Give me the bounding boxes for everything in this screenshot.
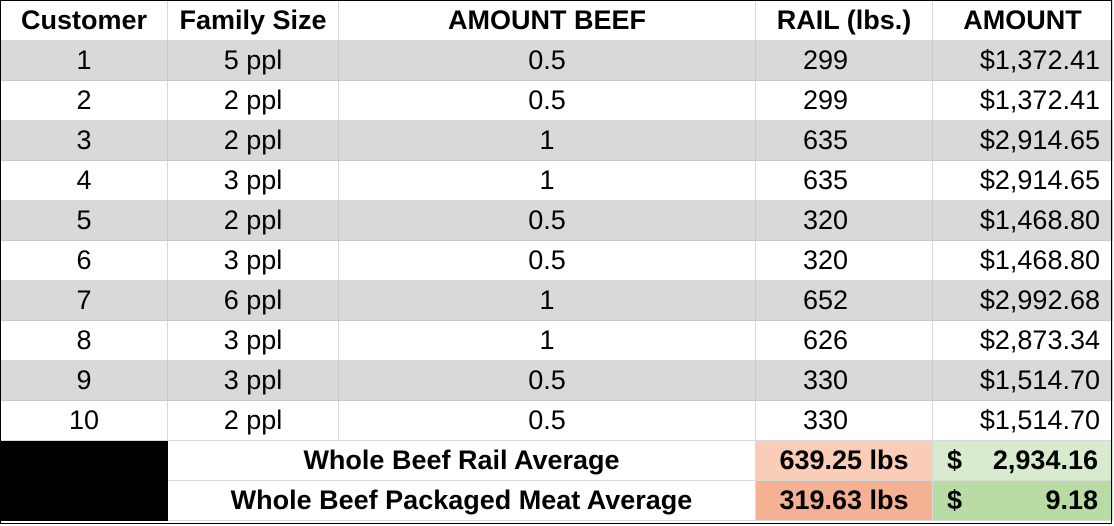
cell-customer[interactable]: 4 xyxy=(0,160,168,201)
summary-rail-weight[interactable]: 639.25 lbs xyxy=(755,440,933,481)
header-amount-beef[interactable]: AMOUNT BEEF xyxy=(338,0,756,41)
black-filler-cell[interactable] xyxy=(0,480,168,521)
cell-amount[interactable]: $2,873.34 xyxy=(932,320,1113,361)
table-row: 3 2 ppl 1 635 $2,914.65 xyxy=(0,120,1113,161)
cell-customer[interactable]: 8 xyxy=(0,320,168,361)
summary-row-packaged-average: Whole Beef Packaged Meat Average 319.63 … xyxy=(0,480,1113,521)
cell-amount[interactable]: $1,468.80 xyxy=(932,240,1113,281)
cell-family-size[interactable]: 6 ppl xyxy=(167,280,339,321)
cell-family-size[interactable]: 5 ppl xyxy=(167,40,339,81)
header-row: Customer Family Size AMOUNT BEEF RAIL (l… xyxy=(0,0,1113,41)
currency-symbol: $ xyxy=(947,445,963,475)
summary-packaged-amount[interactable]: $ 9.18 xyxy=(932,480,1113,521)
cell-amount-beef[interactable]: 1 xyxy=(338,120,756,161)
cell-customer[interactable]: 6 xyxy=(0,240,168,281)
header-customer[interactable]: Customer xyxy=(0,0,168,41)
cell-amount-beef[interactable]: 0.5 xyxy=(338,40,756,81)
cell-amount-beef[interactable]: 1 xyxy=(338,320,756,361)
table-row: 1 5 ppl 0.5 299 $1,372.41 xyxy=(0,40,1113,81)
cell-rail[interactable]: 320 xyxy=(755,200,933,241)
cell-rail[interactable]: 635 xyxy=(755,160,933,201)
cell-amount[interactable]: $2,914.65 xyxy=(932,160,1113,201)
cell-customer[interactable]: 10 xyxy=(0,400,168,441)
summary-rail-amount-value: 2,934.16 xyxy=(992,445,1098,475)
cell-amount[interactable]: $1,514.70 xyxy=(932,360,1113,401)
cell-customer[interactable]: 3 xyxy=(0,120,168,161)
cell-amount[interactable]: $1,468.80 xyxy=(932,200,1113,241)
cell-family-size[interactable]: 2 ppl xyxy=(167,200,339,241)
cell-rail[interactable]: 330 xyxy=(755,360,933,401)
cell-family-size[interactable]: 3 ppl xyxy=(167,240,339,281)
table-row: 2 2 ppl 0.5 299 $1,372.41 xyxy=(0,80,1113,121)
cell-amount[interactable]: $2,992.68 xyxy=(932,280,1113,321)
cell-rail[interactable]: 299 xyxy=(755,40,933,81)
summary-packaged-amount-value: 9.18 xyxy=(1045,485,1098,515)
cell-family-size[interactable]: 3 ppl xyxy=(167,320,339,361)
cell-rail[interactable]: 652 xyxy=(755,280,933,321)
summary-label-packaged-average[interactable]: Whole Beef Packaged Meat Average xyxy=(167,480,756,521)
summary-label-rail-average[interactable]: Whole Beef Rail Average xyxy=(167,440,756,481)
cell-family-size[interactable]: 2 ppl xyxy=(167,400,339,441)
cell-customer[interactable]: 9 xyxy=(0,360,168,401)
cell-amount-beef[interactable]: 0.5 xyxy=(338,200,756,241)
cell-customer[interactable]: 1 xyxy=(0,40,168,81)
cell-family-size[interactable]: 3 ppl xyxy=(167,160,339,201)
cell-family-size[interactable]: 2 ppl xyxy=(167,80,339,121)
cell-rail[interactable]: 626 xyxy=(755,320,933,361)
cell-family-size[interactable]: 2 ppl xyxy=(167,120,339,161)
cell-family-size[interactable]: 3 ppl xyxy=(167,360,339,401)
header-rail[interactable]: RAIL (lbs.) xyxy=(755,0,933,41)
table-row: 4 3 ppl 1 635 $2,914.65 xyxy=(0,160,1113,201)
cell-amount[interactable]: $2,914.65 xyxy=(932,120,1113,161)
cell-amount-beef[interactable]: 0.5 xyxy=(338,360,756,401)
cell-amount-beef[interactable]: 1 xyxy=(338,160,756,201)
cell-customer[interactable]: 5 xyxy=(0,200,168,241)
table-row: 5 2 ppl 0.5 320 $1,468.80 xyxy=(0,200,1113,241)
cell-rail[interactable]: 299 xyxy=(755,80,933,121)
black-filler-cell[interactable] xyxy=(0,440,168,481)
summary-rail-amount[interactable]: $ 2,934.16 xyxy=(932,440,1113,481)
header-amount[interactable]: AMOUNT xyxy=(932,0,1113,41)
table-row: 10 2 ppl 0.5 330 $1,514.70 xyxy=(0,400,1113,441)
cell-amount-beef[interactable]: 1 xyxy=(338,280,756,321)
cell-amount[interactable]: $1,372.41 xyxy=(932,40,1113,81)
cell-rail[interactable]: 330 xyxy=(755,400,933,441)
cell-customer[interactable]: 7 xyxy=(0,280,168,321)
cell-amount-beef[interactable]: 0.5 xyxy=(338,80,756,121)
table-row: 7 6 ppl 1 652 $2,992.68 xyxy=(0,280,1113,321)
cell-amount-beef[interactable]: 0.5 xyxy=(338,400,756,441)
cell-customer[interactable]: 2 xyxy=(0,80,168,121)
cell-rail[interactable]: 635 xyxy=(755,120,933,161)
cell-amount-beef[interactable]: 0.5 xyxy=(338,240,756,281)
cell-amount[interactable]: $1,372.41 xyxy=(932,80,1113,121)
summary-row-rail-average: Whole Beef Rail Average 639.25 lbs $ 2,9… xyxy=(0,440,1113,481)
header-family-size[interactable]: Family Size xyxy=(167,0,339,41)
summary-packaged-weight[interactable]: 319.63 lbs xyxy=(755,480,933,521)
cell-amount[interactable]: $1,514.70 xyxy=(932,400,1113,441)
cell-rail[interactable]: 320 xyxy=(755,240,933,281)
table-row: 9 3 ppl 0.5 330 $1,514.70 xyxy=(0,360,1113,401)
table-row: 8 3 ppl 1 626 $2,873.34 xyxy=(0,320,1113,361)
table-row: 6 3 ppl 0.5 320 $1,468.80 xyxy=(0,240,1113,281)
currency-symbol: $ xyxy=(947,485,963,515)
